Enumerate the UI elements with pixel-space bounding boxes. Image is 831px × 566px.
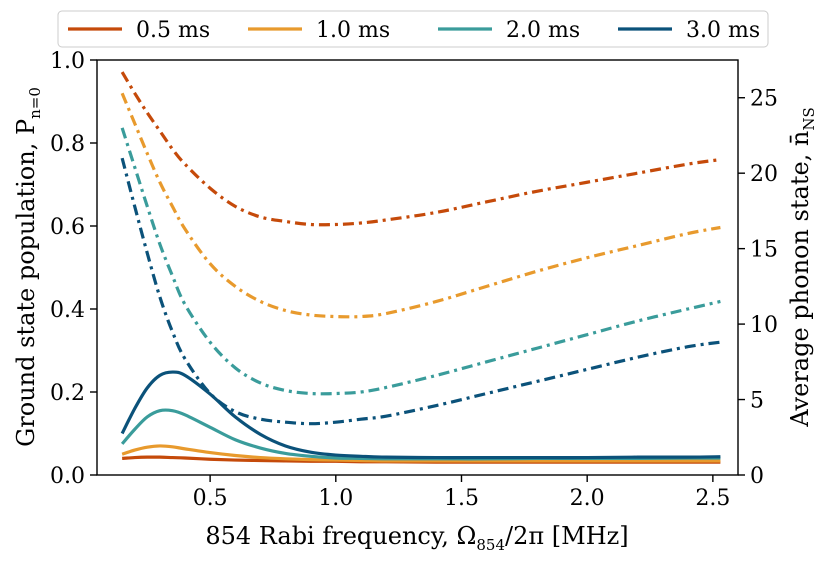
y-left-tick-label: 0.2 [50, 381, 85, 406]
y-axis-left: 0.0 0.2 0.4 0.6 0.8 1.0 [50, 49, 97, 489]
y-left-tick-label: 0.0 [50, 464, 85, 489]
legend-label: 1.0 ms [316, 18, 390, 43]
y-right-tick-label: 25 [750, 87, 778, 112]
series-phonon-line-3 [120, 157, 721, 426]
series-phonon-line-1 [120, 92, 721, 319]
y-axis-left-label-sub: n=0 [26, 87, 44, 119]
y-left-tick-label: 0.4 [50, 298, 85, 323]
y-left-tick-label: 0.8 [50, 132, 85, 157]
series-phonon-line-2 [120, 127, 721, 396]
y-axis-right-label-sub: NS [800, 107, 818, 130]
legend: 0.5 ms 1.0 ms 2.0 ms 3.0 ms [57, 10, 769, 48]
x-axis: 0.5 1.0 1.5 2.0 2.5 [193, 475, 730, 511]
legend-box [57, 10, 769, 48]
x-tick-label: 1.0 [318, 486, 353, 511]
series-population-line-3 [120, 370, 721, 460]
legend-label: 2.0 ms [506, 18, 580, 43]
x-tick-label: 1.5 [444, 486, 479, 511]
plot-lines [120, 71, 721, 464]
x-tick-label: 2.0 [570, 486, 605, 511]
x-axis-label: 854 Rabi frequency, Ω854/2π [MHz] [205, 522, 628, 554]
x-axis-label-tail: /2π [MHz] [505, 522, 629, 550]
y-axis-right-label: Average phonon state, n̄NS [786, 107, 818, 428]
legend-label: 3.0 ms [686, 18, 760, 43]
y-right-tick-label: 0 [750, 464, 764, 489]
y-right-tick-label: 10 [750, 313, 778, 338]
series-population-line-1 [121, 444, 721, 463]
y-right-tick-label: 5 [750, 389, 764, 414]
plot-frame [96, 59, 739, 476]
y-axis-right: 0 5 10 15 20 25 [738, 87, 778, 489]
y-right-tick-label: 20 [750, 162, 778, 187]
x-tick-label: 0.5 [193, 486, 228, 511]
y-left-tick-label: 1.0 [50, 49, 85, 74]
y-axis-left-label: Ground state population, Pn=0 [12, 87, 44, 447]
series-phonon-line-0 [120, 71, 721, 227]
y-right-tick-label: 15 [750, 238, 778, 263]
x-tick-label: 2.5 [695, 486, 730, 511]
x-axis-label-sub: 854 [476, 536, 505, 554]
y-left-tick-label: 0.6 [50, 215, 85, 240]
legend-label: 0.5 ms [136, 18, 210, 43]
